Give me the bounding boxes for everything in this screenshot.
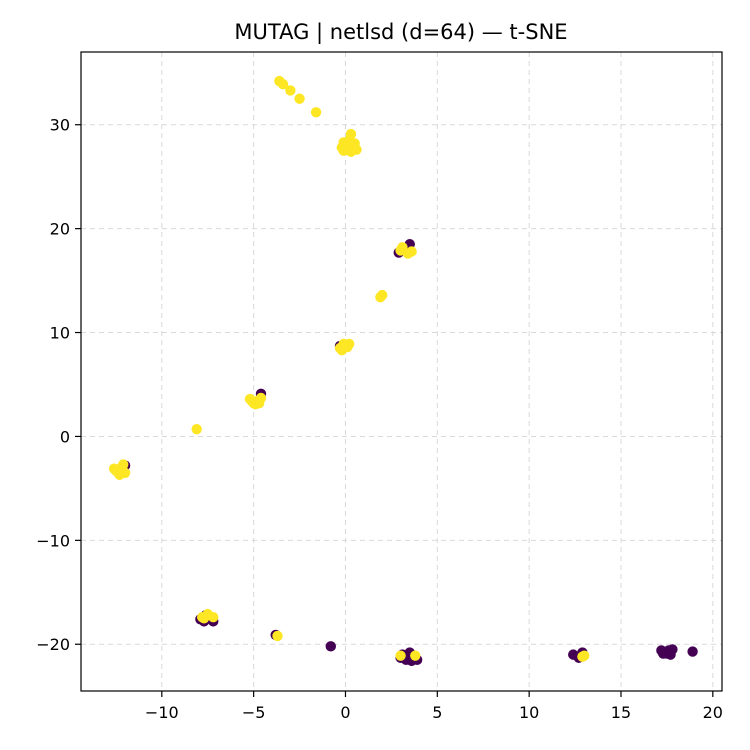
data-point xyxy=(340,340,351,352)
y-tick-label: −10 xyxy=(36,531,70,550)
data-point xyxy=(395,245,406,256)
data-point xyxy=(663,645,674,656)
data-point xyxy=(118,459,129,470)
x-tick-label: 15 xyxy=(611,703,631,722)
x-tick-label: 20 xyxy=(703,703,723,722)
x-tick-label: −5 xyxy=(242,703,266,722)
data-point xyxy=(310,107,322,118)
y-axis-ticks: −20 −10 0 10 20 30 xyxy=(36,116,81,654)
y-tick-label: 20 xyxy=(50,220,70,239)
x-tick-label: 10 xyxy=(519,703,539,722)
plot-frame xyxy=(80,51,723,692)
data-point xyxy=(579,650,590,661)
data-point xyxy=(377,289,388,301)
data-point xyxy=(208,612,219,623)
data-point xyxy=(272,630,283,642)
data-point xyxy=(687,646,698,657)
data-point xyxy=(325,641,336,652)
data-point xyxy=(410,650,421,661)
data-point xyxy=(110,465,122,476)
x-axis-ticks: −10 −5 0 5 10 15 20 xyxy=(145,691,723,722)
y-tick-label: 10 xyxy=(50,324,70,343)
data-point xyxy=(198,613,210,624)
data-point xyxy=(277,79,289,90)
y-tick-label: 0 xyxy=(60,427,70,446)
data-point xyxy=(253,397,265,409)
data-point xyxy=(395,650,406,661)
grid-lines xyxy=(81,52,722,691)
y-tick-label: −20 xyxy=(36,635,70,654)
data-point xyxy=(285,85,296,96)
data-point xyxy=(406,246,417,257)
x-tick-label: 5 xyxy=(432,703,442,722)
data-points xyxy=(108,75,698,667)
data-point xyxy=(345,146,357,157)
chart-title: MUTAG | netlsd (d=64) — t-SNE xyxy=(234,20,567,45)
x-tick-label: 0 xyxy=(340,703,350,722)
y-tick-label: 30 xyxy=(50,116,70,135)
x-tick-label: −10 xyxy=(145,703,179,722)
data-point xyxy=(191,423,202,435)
data-point xyxy=(294,93,305,104)
